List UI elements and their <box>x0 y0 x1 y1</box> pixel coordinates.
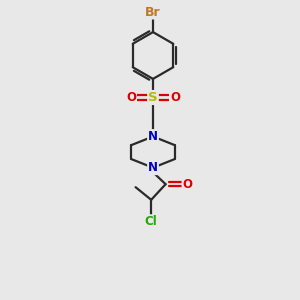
Text: Br: Br <box>145 5 161 19</box>
Text: O: O <box>126 91 136 104</box>
Text: Cl: Cl <box>145 215 158 228</box>
Text: O: O <box>170 91 180 104</box>
Text: N: N <box>148 130 158 143</box>
Text: N: N <box>148 161 158 174</box>
Text: O: O <box>182 178 193 191</box>
Text: S: S <box>148 91 158 104</box>
